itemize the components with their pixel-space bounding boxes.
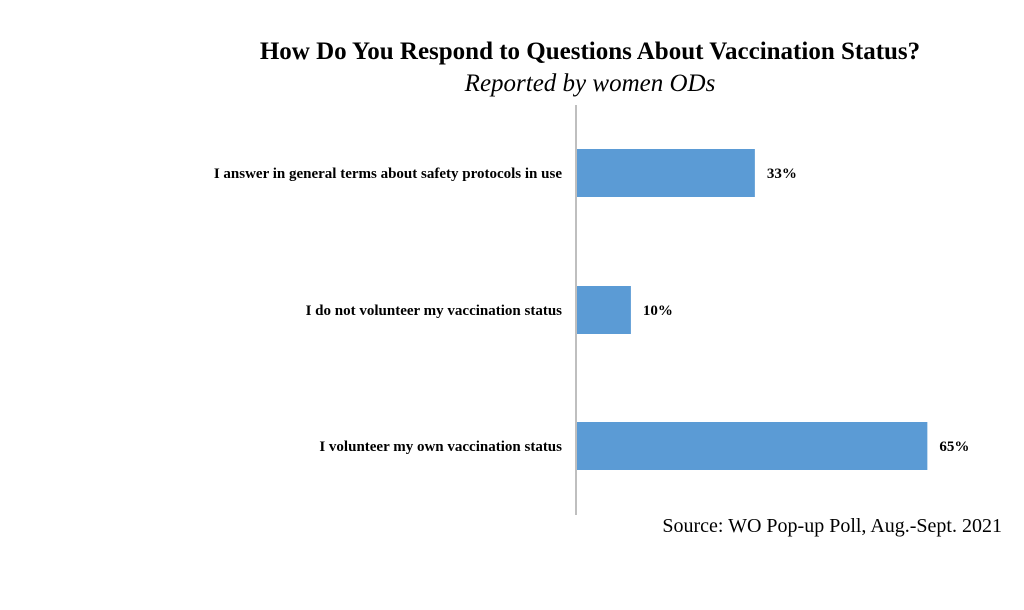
category-label: I do not volunteer my vaccination status bbox=[306, 303, 563, 319]
chart-title: How Do You Respond to Questions About Va… bbox=[220, 36, 960, 100]
bar bbox=[577, 149, 755, 197]
source-note: Source: WO Pop-up Poll, Aug.-Sept. 2021 bbox=[662, 515, 1002, 537]
bar bbox=[577, 422, 928, 470]
category-label: I volunteer my own vaccination status bbox=[319, 439, 562, 455]
bar bbox=[577, 286, 631, 334]
chart-title-main: How Do You Respond to Questions About Va… bbox=[259, 38, 921, 65]
value-label: 65% bbox=[939, 439, 969, 455]
bar-series: I answer in general terms about safety p… bbox=[214, 149, 969, 470]
value-label: 33% bbox=[767, 166, 797, 182]
chart-subtitle: Reported by women ODs bbox=[464, 70, 716, 97]
category-label: I answer in general terms about safety p… bbox=[214, 166, 563, 182]
value-label: 10% bbox=[643, 303, 673, 319]
